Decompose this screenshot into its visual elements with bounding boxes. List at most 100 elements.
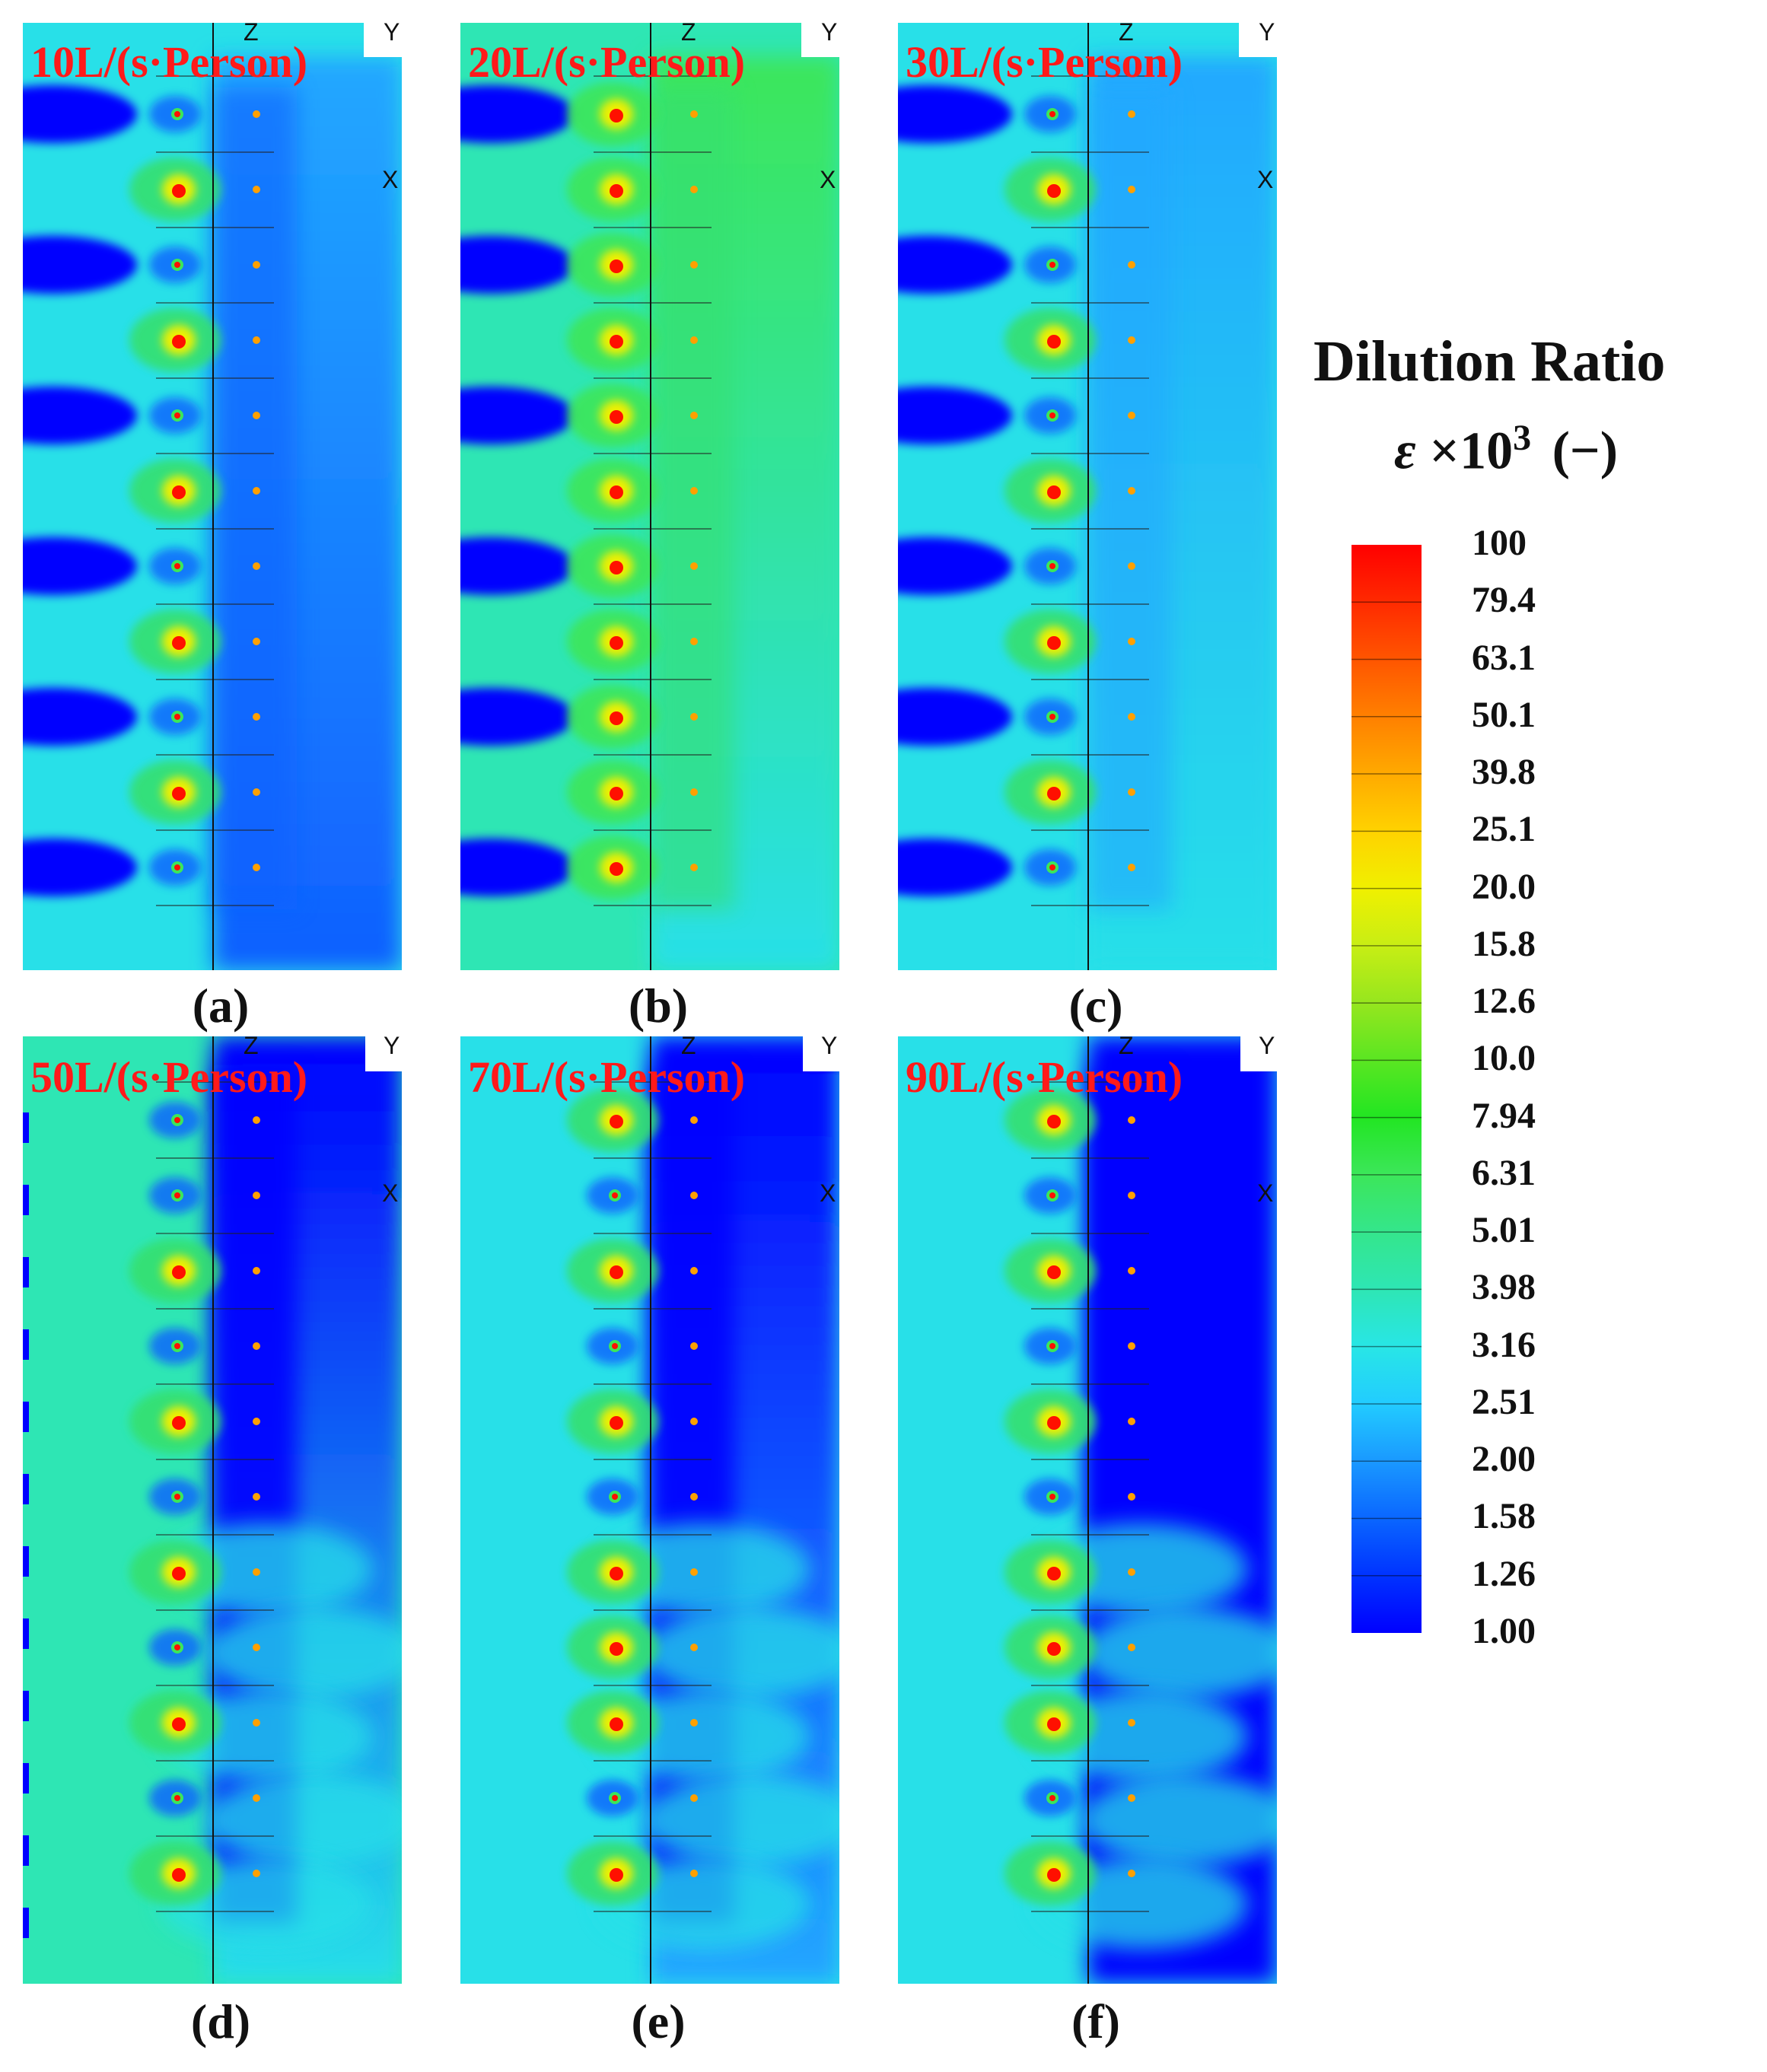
inlet-jet [23,537,137,595]
edge-mark [23,1474,29,1504]
colorbar-tick-label: 7.94 [1472,1095,1536,1136]
inlet-jet [898,236,1012,294]
source-hot [610,1115,623,1128]
inlet-jet [460,236,575,294]
edge-mark [23,1835,29,1866]
inlet-jet [898,839,1012,896]
contour-field-d [23,1036,402,1984]
sensor-point [253,1794,260,1802]
legend-multiplier: ×10 [1429,422,1514,481]
contour-field-c [898,23,1277,970]
edge-mark [23,1402,29,1432]
axis-x-label: X [820,1179,836,1207]
panel-b: 20L/(s·Person) Z Y X [460,23,839,970]
sensor-point [253,336,260,344]
sensor-point [690,1192,698,1199]
sensor-point [253,638,260,645]
sensor-point [1128,412,1135,419]
colorbar-tick-label: 15.8 [1472,923,1536,964]
source-hot [610,1642,623,1656]
sensor-point [690,1794,698,1802]
source-dot [174,1192,180,1198]
source-dot [174,1795,180,1801]
legend-symbol: ε [1394,422,1416,481]
source-hot [610,1717,623,1731]
sensor-point [690,864,698,871]
axis-y-label: Y [821,23,838,46]
caption-e: (e) [631,1994,686,2048]
mixing-patch [205,1607,402,1698]
source-hot [172,787,186,800]
axis-notch [1240,1036,1277,1071]
colorbar-tick-label: 2.51 [1472,1381,1536,1422]
panel-label-d: 50L/(s·Person) [30,1052,308,1102]
source-hot [172,1265,186,1279]
source-hot [1047,1567,1061,1580]
sensor-point [1128,1870,1135,1877]
sensor-point [1128,1794,1135,1802]
colorbar [1352,545,1422,1633]
sensor-point [253,562,260,570]
source-dot [1049,864,1055,870]
sensor-point [1128,186,1135,193]
sensor-point [1128,1493,1135,1501]
sensor-point [253,1568,260,1576]
edge-mark [23,1691,29,1721]
source-hot [1047,1717,1061,1731]
sensor-point [690,1418,698,1425]
sensor-point [1128,562,1135,570]
sensor-point [690,1870,698,1877]
source-dot [174,714,180,720]
source-dot [174,262,180,268]
sensor-point [253,1418,260,1425]
source-dot [174,563,180,569]
sensor-point [253,1644,260,1651]
source-hot [172,1567,186,1580]
sensor-point [253,864,260,871]
mixing-patch [643,1607,839,1698]
source-hot [1047,1115,1061,1128]
sensor-point [690,1493,698,1501]
sensor-point [1128,110,1135,118]
inlet-jet [23,85,137,143]
sensor-point [253,487,260,495]
axis-x-label: X [820,166,836,193]
edge-mark [23,1546,29,1577]
source-hot [1047,636,1061,650]
sensor-point [1128,1267,1135,1275]
caption-c: (c) [1068,979,1123,1033]
colorbar-tick-label: 2.00 [1472,1439,1536,1480]
source-hot [610,1265,623,1279]
right-zone-core [651,88,734,909]
inlet-jet [898,688,1012,746]
panel-f: 90L/(s·Person) Z Y X [898,1036,1277,1984]
colorbar-tick-label: 1.00 [1472,1611,1536,1651]
sensor-point [1128,1116,1135,1124]
axis-x-label: X [382,166,399,193]
inlet-jet [23,688,137,746]
sensor-point [253,1267,260,1275]
axis-y-label: Y [384,23,400,46]
sensor-point [690,1267,698,1275]
axis-y-label: Y [1259,23,1275,46]
sensor-point [690,1116,698,1124]
sensor-point [1128,336,1135,344]
panel-d: 50L/(s·Person) Z Y X [23,1036,402,1984]
source-dot [174,111,180,117]
source-dot [174,1494,180,1500]
colorbar-tick-label: 5.01 [1472,1210,1536,1251]
axis-z-label: Z [244,1036,259,1059]
source-dot [1049,1343,1055,1349]
mixing-patch [1081,1607,1277,1698]
source-hot [610,335,623,349]
source-hot [172,1416,186,1430]
sensor-point [253,1719,260,1727]
axis-notch [365,1036,402,1071]
source-hot [610,1868,623,1882]
source-dot [1049,1192,1055,1198]
axis-z-label: Z [681,1036,696,1059]
sensor-point [690,713,698,721]
legend-title: Dilution Ratio [1313,329,1666,393]
source-hot [172,485,186,499]
inlet-jet [898,537,1012,595]
